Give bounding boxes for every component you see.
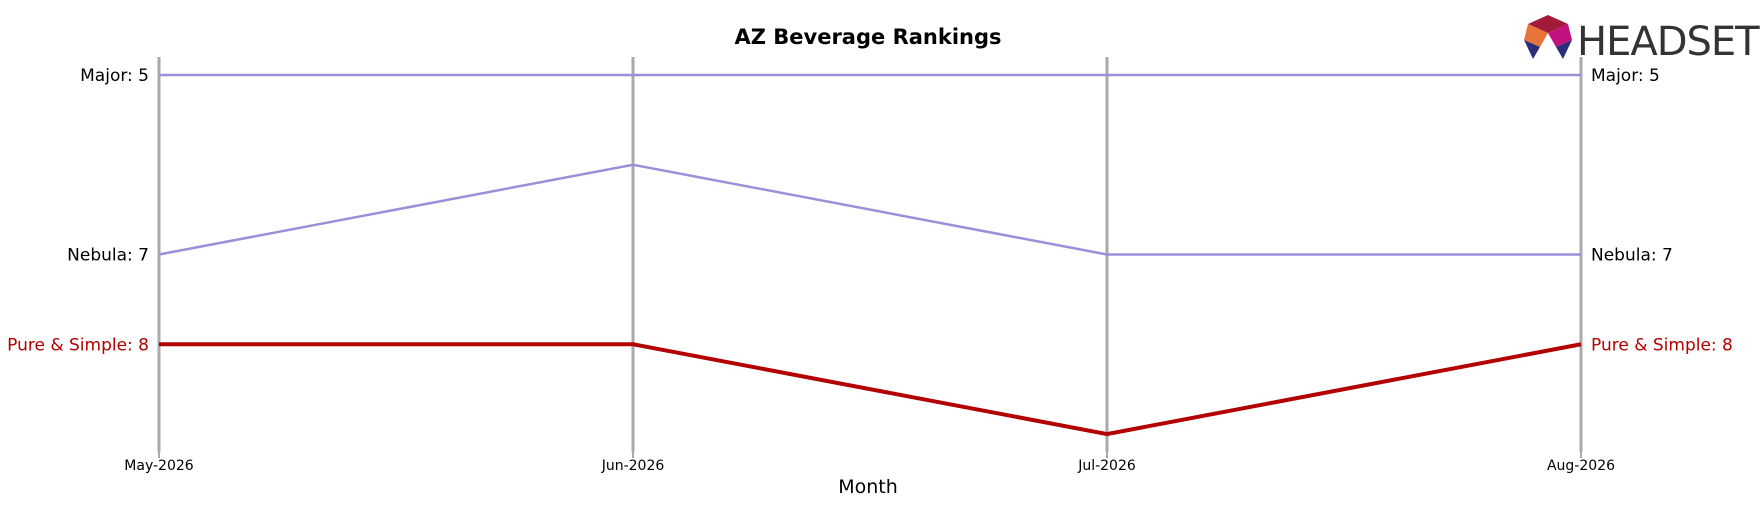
chart-title: AZ Beverage Rankings: [734, 25, 1001, 49]
headset-logo-text: HEADSET: [1577, 19, 1760, 65]
series-start-label-major: Major: 5: [80, 66, 149, 86]
x-tick-label: Jul-2026: [1077, 458, 1136, 474]
series-lines: [158, 73, 1582, 437]
x-tick-label: Jun-2026: [601, 458, 665, 474]
series-end-label-major: Major: 5: [1591, 66, 1660, 86]
series-end-label-pure-simple: Pure & Simple: 8: [1591, 335, 1733, 355]
series-end-label-nebula: Nebula: 7: [1591, 246, 1673, 266]
headset-logo: HEADSET: [1524, 15, 1761, 65]
series-line-pure-simple: [159, 342, 1582, 437]
series-start-label-nebula: Nebula: 7: [67, 246, 149, 266]
series-start-label-pure-simple: Pure & Simple: 8: [7, 335, 149, 355]
headset-logo-icon: [1524, 15, 1572, 59]
x-ticks: May-2026 Jun-2026 Jul-2026 Aug-2026: [124, 452, 1615, 474]
x-tick-label: May-2026: [124, 458, 193, 474]
x-axis-label: Month: [838, 476, 898, 498]
x-tick-label: Aug-2026: [1547, 458, 1615, 474]
series-labels: Major: 5 Major: 5 Nebula: 7 Nebula: 7 Pure &…: [7, 66, 1733, 355]
series-line-nebula: [158, 163, 1581, 256]
